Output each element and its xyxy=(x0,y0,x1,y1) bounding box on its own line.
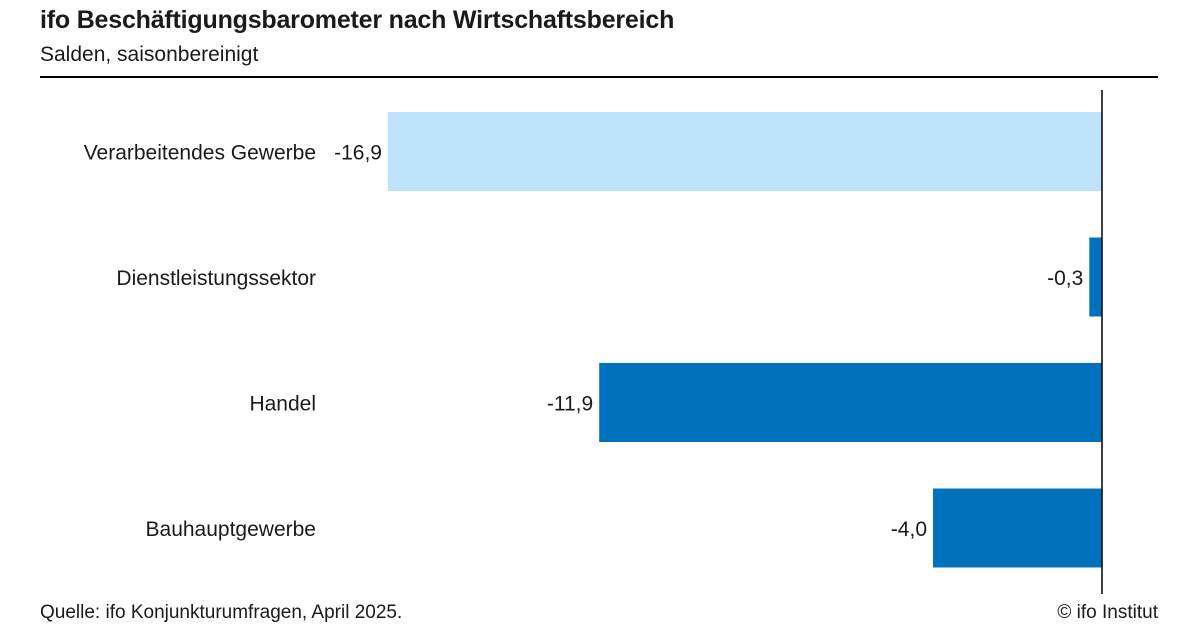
category-label-handel: Handel xyxy=(249,393,316,416)
bar-bauhauptgewerbe xyxy=(933,488,1102,568)
value-label-dienstleistungssektor: -0,3 xyxy=(1047,267,1083,290)
category-label-bauhauptgewerbe: Bauhauptgewerbe xyxy=(146,518,316,541)
category-label-verarbeitendes-gewerbe: Verarbeitendes Gewerbe xyxy=(84,142,316,165)
source-note: Quelle: ifo Konjunkturumfragen, April 20… xyxy=(40,602,403,623)
chart-title: ifo Beschäftigungsbarometer nach Wirtsch… xyxy=(40,6,675,34)
category-label-dienstleistungssektor: Dienstleistungssektor xyxy=(116,267,316,290)
bar-handel xyxy=(599,363,1102,442)
value-label-handel: -11,9 xyxy=(547,393,593,416)
chart-subtitle: Salden, saisonbereinigt xyxy=(40,43,259,66)
value-label-bauhauptgewerbe: -4,0 xyxy=(891,518,927,541)
value-label-verarbeitendes-gewerbe: -16,9 xyxy=(334,142,382,165)
bar-verarbeitendes-gewerbe xyxy=(388,112,1102,191)
header-divider xyxy=(40,76,1158,78)
copyright-note: © ifo Institut xyxy=(1057,602,1158,623)
bar-dienstleistungssektor xyxy=(1089,237,1102,317)
